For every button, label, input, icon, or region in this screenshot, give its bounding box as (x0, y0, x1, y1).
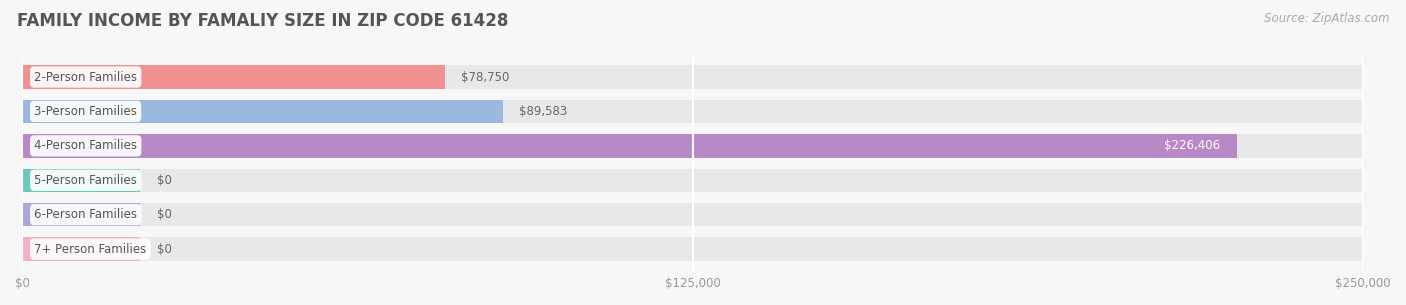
Bar (22, 237, 1364, 261)
Text: $0: $0 (156, 208, 172, 221)
Bar (22, 169, 141, 192)
Text: FAMILY INCOME BY FAMALIY SIZE IN ZIP CODE 61428: FAMILY INCOME BY FAMALIY SIZE IN ZIP COD… (17, 12, 508, 30)
Bar (22, 203, 1364, 226)
Text: Source: ZipAtlas.com: Source: ZipAtlas.com (1264, 12, 1389, 25)
Text: 6-Person Families: 6-Person Families (34, 208, 138, 221)
Bar (22, 237, 141, 261)
Text: 4-Person Families: 4-Person Families (34, 139, 138, 152)
Bar (22, 65, 1364, 89)
Bar (22, 134, 1364, 158)
Bar (22, 169, 1364, 192)
Text: 7+ Person Families: 7+ Person Families (34, 242, 146, 256)
Text: $0: $0 (156, 174, 172, 187)
Text: 3-Person Families: 3-Person Families (34, 105, 138, 118)
Bar (22, 100, 1364, 123)
Text: 2-Person Families: 2-Person Families (34, 70, 138, 84)
Bar (22, 134, 1237, 158)
Text: 5-Person Families: 5-Person Families (34, 174, 138, 187)
Bar (22, 65, 444, 89)
Bar (22, 203, 141, 226)
Text: $0: $0 (156, 242, 172, 256)
Text: $226,406: $226,406 (1164, 139, 1220, 152)
Text: $78,750: $78,750 (461, 70, 509, 84)
Text: $89,583: $89,583 (519, 105, 567, 118)
Bar (22, 100, 503, 123)
